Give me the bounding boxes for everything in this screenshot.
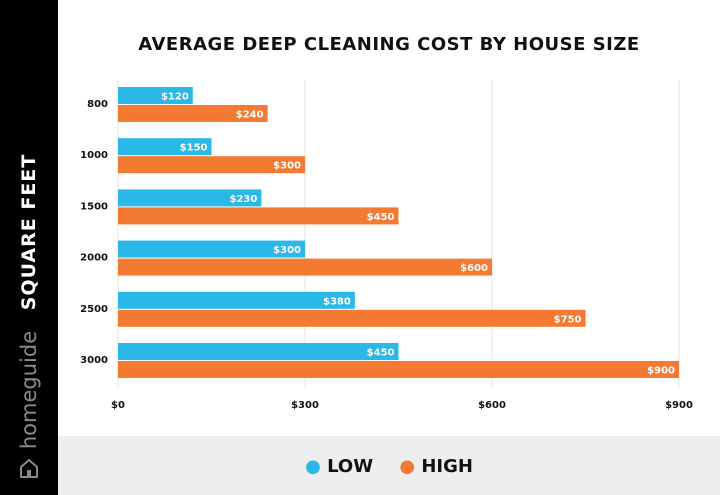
bar-high (118, 207, 399, 225)
data-label: $230 (230, 194, 258, 205)
bar-high (118, 156, 305, 174)
legend-band: ● LOW ● HIGH (58, 436, 720, 495)
bar-low (118, 138, 212, 156)
bar-high (118, 309, 586, 327)
data-label: $900 (647, 366, 675, 377)
legend-label-low: LOW (327, 456, 374, 477)
bar-low (118, 343, 399, 360)
category-label: 1500 (80, 201, 108, 212)
data-label: $300 (273, 161, 301, 172)
bar-high (118, 258, 492, 276)
category-label: 1000 (80, 150, 108, 161)
x-tick-label: $900 (665, 400, 693, 411)
legend-item-high: ● HIGH (399, 456, 473, 477)
sidebar: SQUARE FEET homeguide (0, 0, 58, 495)
y-axis-label: SQUARE FEET (18, 153, 40, 311)
data-label: $240 (236, 110, 264, 121)
bar-high (118, 361, 679, 378)
bar-low (118, 240, 305, 258)
legend: ● LOW ● HIGH (58, 456, 720, 477)
legend-label-high: HIGH (421, 456, 473, 477)
x-tick-label: $300 (291, 400, 319, 411)
chart-title: AVERAGE DEEP CLEANING COST BY HOUSE SIZE (138, 34, 640, 55)
legend-swatch-high: ● (399, 456, 416, 477)
data-label: $450 (367, 212, 395, 223)
data-label: $380 (323, 296, 351, 307)
bar-low (118, 291, 355, 309)
bar-chart: $0 $300 $600 $900 800 $120 $240 1000 $150 $300 150… (80, 80, 693, 411)
category-label: 3000 (80, 355, 108, 366)
category-label: 2000 (80, 253, 108, 264)
legend-item-low: ● LOW (305, 456, 373, 477)
data-label: $600 (460, 263, 488, 274)
data-label: $150 (180, 143, 208, 154)
category-label: 2500 (80, 304, 108, 315)
bar-low (118, 87, 193, 104)
x-tick-label: $600 (478, 400, 506, 411)
data-label: $120 (161, 92, 189, 103)
bar-low (118, 189, 262, 207)
data-label: $300 (273, 245, 301, 256)
x-tick-label: $0 (111, 400, 125, 411)
data-label: $750 (554, 314, 582, 325)
legend-swatch-low: ● (305, 456, 321, 477)
category-label: 800 (87, 99, 108, 110)
data-label: $450 (367, 348, 395, 359)
brand-name: homeguide (17, 330, 41, 450)
bar-high (118, 105, 268, 122)
house-icon (20, 459, 38, 478)
